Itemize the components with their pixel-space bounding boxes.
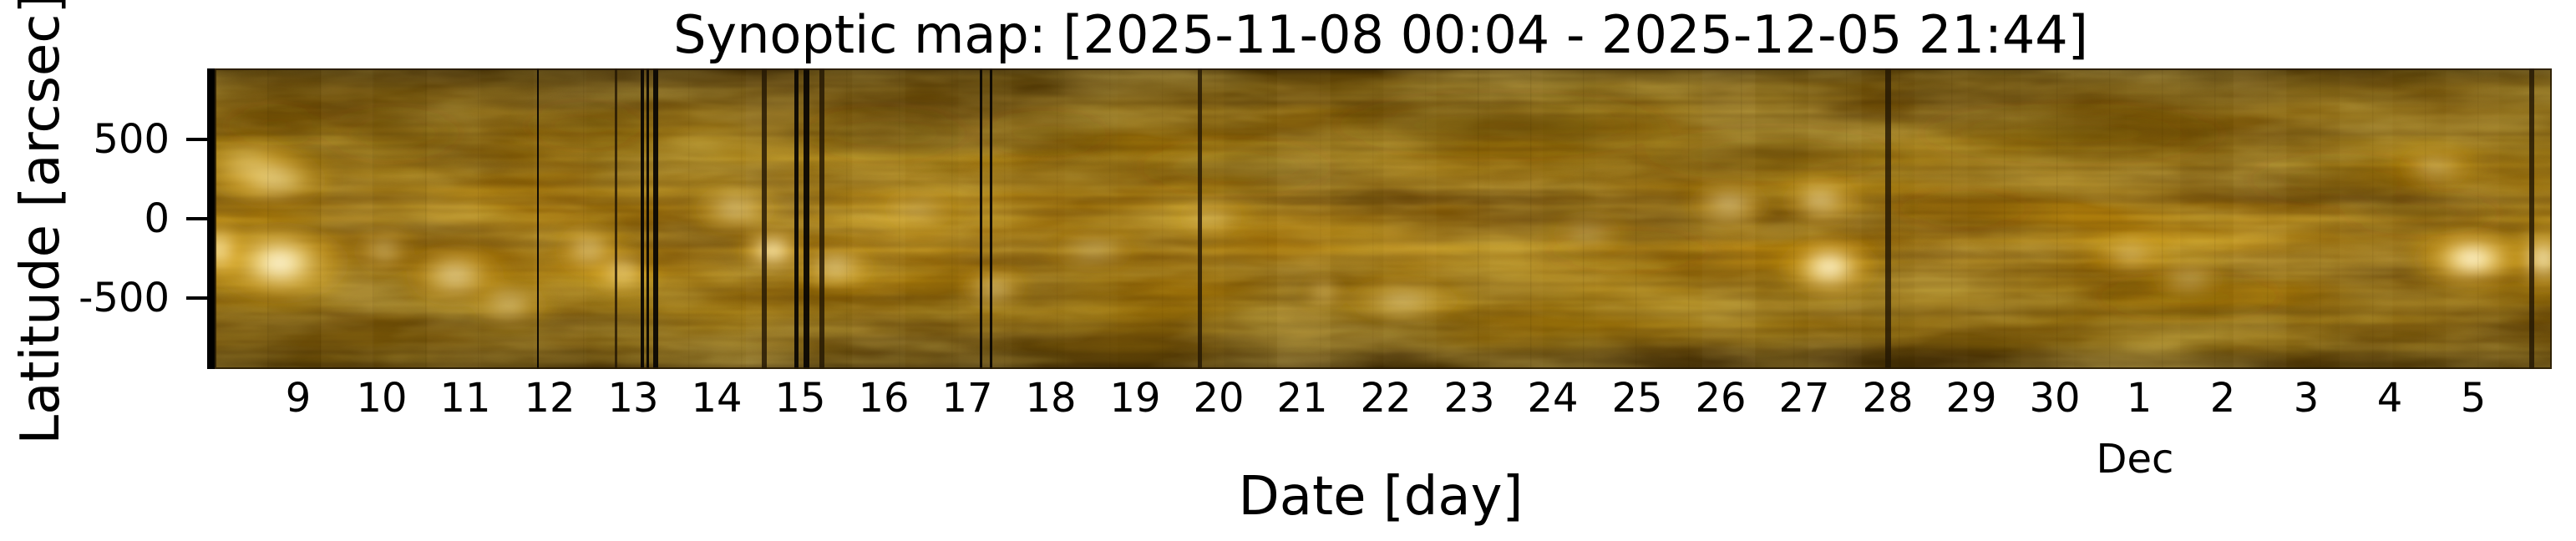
data-gap-line xyxy=(1198,68,1202,369)
y-tick-label-0: 0 xyxy=(144,195,170,242)
x-tick-label-18: 18 xyxy=(1025,375,1077,422)
map-border xyxy=(215,68,2552,369)
y-tick-label-500: 500 xyxy=(93,116,170,163)
x-tick-label-11: 11 xyxy=(439,375,491,422)
data-gap-line xyxy=(819,68,824,369)
data-gap-line xyxy=(990,68,992,369)
x-tick-label-1: 1 xyxy=(2126,375,2153,422)
x-tick-label-19: 19 xyxy=(1109,375,1161,422)
x-tick-label-3: 3 xyxy=(2293,375,2320,422)
map-content xyxy=(215,68,2552,369)
x-tick-label-16: 16 xyxy=(858,375,910,422)
x-tick-label-9: 9 xyxy=(285,375,312,422)
data-gap-line xyxy=(653,68,658,369)
x-tick-label-23: 23 xyxy=(1443,375,1495,422)
data-gap-line xyxy=(762,68,767,369)
x-tick-label-2: 2 xyxy=(2209,375,2236,422)
chart-title: Synoptic map: [2025-11-08 00:04 - 2025-1… xyxy=(673,4,2088,65)
y-tick-mark xyxy=(186,138,208,141)
x-tick-label-24: 24 xyxy=(1527,375,1579,422)
x-tick-label-17: 17 xyxy=(941,375,993,422)
x-tick-label-15: 15 xyxy=(774,375,826,422)
x-tick-label-10: 10 xyxy=(356,375,408,422)
data-gap-line xyxy=(2529,68,2534,369)
month-label: Dec xyxy=(2096,436,2174,483)
x-tick-label-21: 21 xyxy=(1276,375,1328,422)
x-tick-label-26: 26 xyxy=(1695,375,1747,422)
x-tick-label-25: 25 xyxy=(1611,375,1663,422)
x-tick-label-20: 20 xyxy=(1193,375,1245,422)
y-tick-label--500: -500 xyxy=(79,275,170,321)
data-gap-line xyxy=(980,68,982,369)
data-gap-line xyxy=(537,68,539,369)
data-gap-line xyxy=(615,68,617,369)
data-gap-line xyxy=(647,68,649,369)
data-gap-line xyxy=(804,68,809,369)
x-tick-label-12: 12 xyxy=(524,375,576,422)
x-tick-label-28: 28 xyxy=(1862,375,1914,422)
x-tick-label-29: 29 xyxy=(1945,375,1997,422)
synoptic-map-image xyxy=(207,68,2552,369)
data-gap-line xyxy=(794,68,799,369)
y-axis-spine xyxy=(207,68,215,369)
data-gap-line xyxy=(1885,68,1891,369)
x-tick-label-5: 5 xyxy=(2460,375,2487,422)
y-tick-mark xyxy=(186,296,208,300)
x-tick-label-4: 4 xyxy=(2376,375,2403,422)
x-tick-label-13: 13 xyxy=(607,375,659,422)
x-tick-label-30: 30 xyxy=(2029,375,2081,422)
y-tick-mark xyxy=(186,217,208,220)
x-tick-label-27: 27 xyxy=(1778,375,1830,422)
data-gap-line xyxy=(641,68,644,369)
x-tick-label-14: 14 xyxy=(691,375,743,422)
x-tick-label-22: 22 xyxy=(1360,375,1412,422)
x-axis-label: Date [day] xyxy=(1238,466,1524,528)
